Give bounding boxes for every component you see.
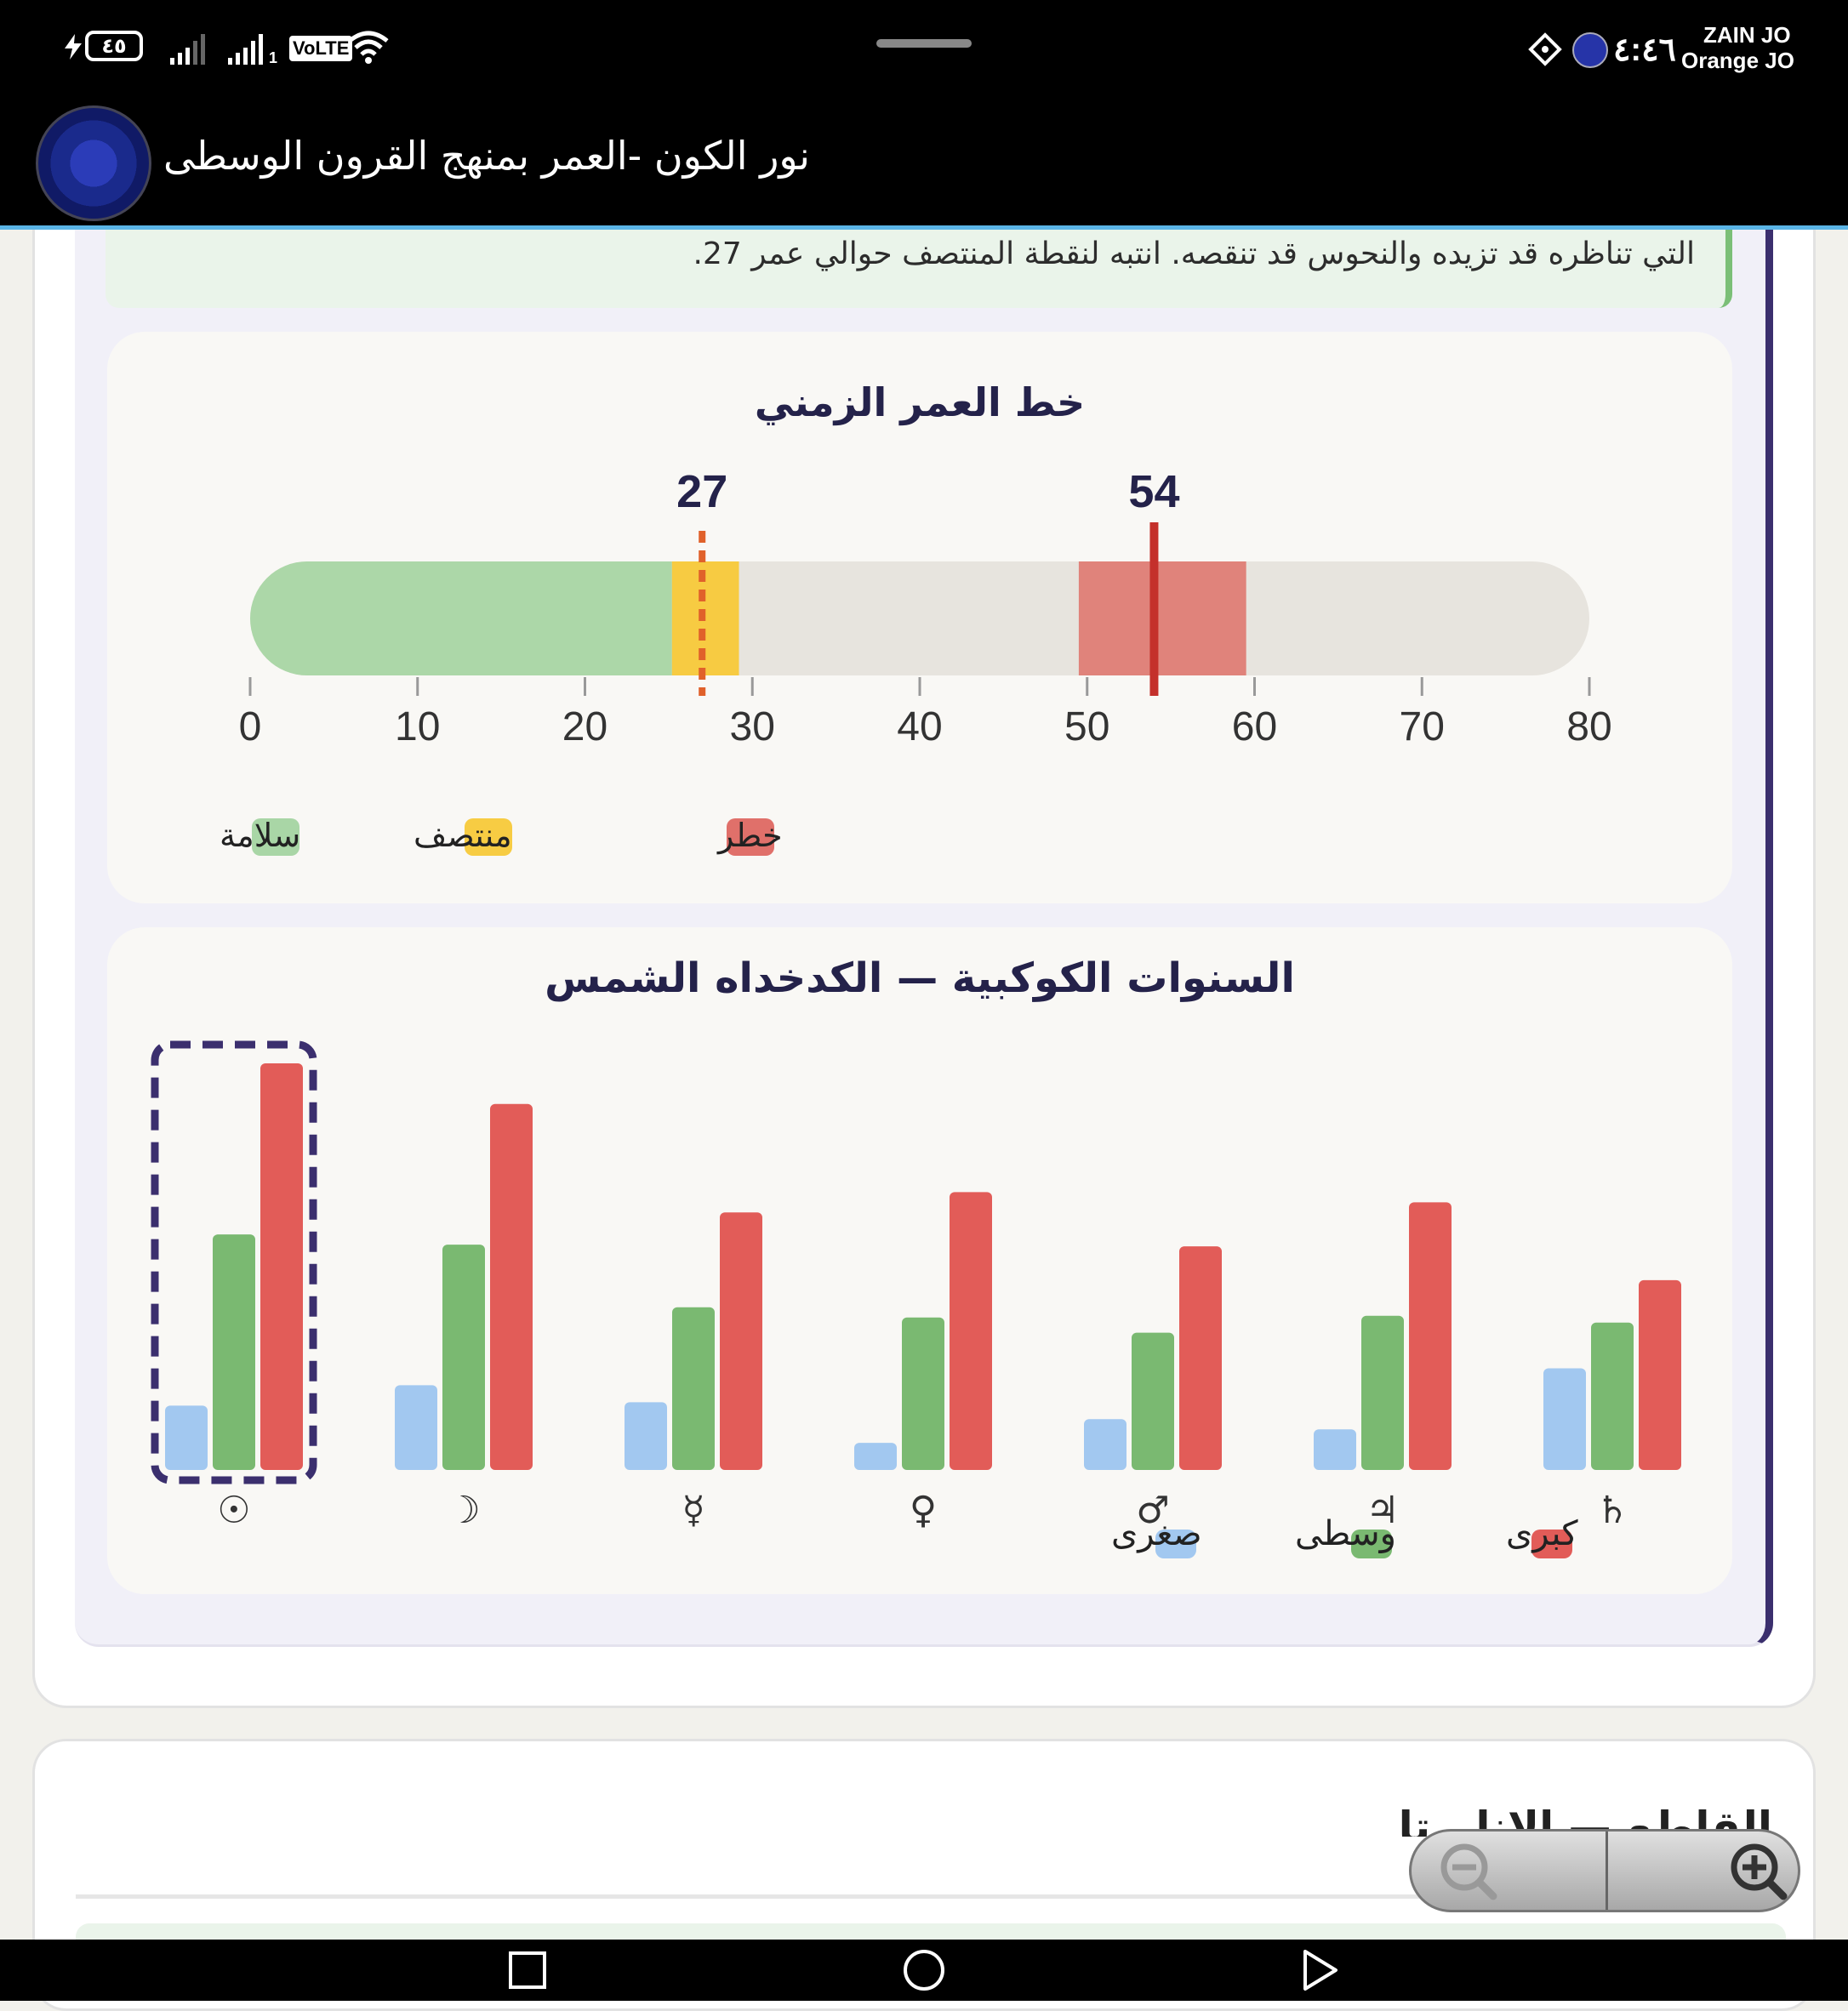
bar-major	[950, 1192, 992, 1470]
sim-slot: 1	[269, 49, 278, 66]
timeline-panel: خط العمر الزمني 27 54 0 10 20 30 40 50 60 70 80 سل…	[107, 332, 1732, 903]
legend-swatch-major	[1531, 1530, 1572, 1558]
danger-label: 54	[1128, 466, 1179, 517]
circle-home-icon[interactable]	[902, 1948, 946, 1992]
legend-label-middle: وسطى	[1295, 1514, 1396, 1553]
legend-label-danger: خطر	[718, 817, 783, 854]
midpoint-label: 27	[676, 466, 727, 517]
app-bar: نور الكون -العمر بمنهج القرون الوسطى	[0, 90, 1848, 230]
bar-middle	[672, 1307, 715, 1470]
axis-tick-label: 40	[897, 704, 942, 749]
bar-middle	[1591, 1322, 1634, 1470]
planet-symbol: ☿	[682, 1489, 704, 1532]
bar-minor	[1314, 1429, 1356, 1470]
app-title: نور الكون -العمر بمنهج القرون الوسطى	[163, 133, 810, 179]
clock: ٤:٤٦	[1613, 32, 1676, 68]
legend-label-mid: منتصف	[414, 817, 512, 854]
planet-symbol: ♄	[1595, 1489, 1628, 1532]
zoom-divider	[1606, 1832, 1608, 1910]
bar-major	[260, 1063, 303, 1470]
battery-level: ٤٥	[85, 31, 143, 61]
wifi-icon	[348, 31, 389, 64]
charging-icon	[65, 34, 82, 60]
legend-label-safe: سلامة	[220, 817, 301, 854]
planetary-years-title: السنوات الكوكبية — الكدخداه الشمس	[545, 954, 1295, 1002]
zoom-in-button[interactable]	[1608, 1832, 1798, 1910]
axis-tick-label: 10	[395, 704, 440, 749]
bar-major	[490, 1103, 533, 1470]
carrier-2: Orange JO	[1681, 48, 1794, 73]
navigation-bar	[0, 1940, 1848, 2001]
legend-swatch-mid	[465, 818, 512, 856]
legend-swatch-danger	[727, 818, 774, 856]
planetary-years-chart: ☉ ☽ ☿ ♀ ♂ ♃ ♄	[151, 1040, 1681, 1532]
axis-tick-label: 80	[1566, 704, 1611, 749]
bar-major	[720, 1212, 762, 1470]
bar-middle	[213, 1234, 255, 1470]
axis-tick-label: 60	[1232, 704, 1277, 749]
planet-symbol: ♃	[1366, 1489, 1399, 1532]
bar-middle	[1361, 1315, 1404, 1470]
timeline-danger-zone	[1078, 561, 1246, 675]
zoom-control	[1409, 1829, 1800, 1912]
bar-major	[1179, 1246, 1222, 1470]
signal-icon-2	[228, 34, 263, 65]
notch-handle	[876, 39, 972, 48]
volte-badge: VoLTE	[289, 36, 353, 61]
legend-label-major: كبرى	[1506, 1514, 1578, 1553]
bar-major	[1409, 1202, 1452, 1470]
triangle-back-icon[interactable]	[1300, 1948, 1341, 1992]
zoom-out-button[interactable]	[1412, 1832, 1606, 1910]
zoom-out-icon	[1440, 1843, 1497, 1900]
planet-symbol: ☉	[217, 1489, 250, 1532]
axis-tick-label: 70	[1400, 704, 1445, 749]
bar-minor	[1543, 1368, 1586, 1470]
legend-swatch-middle	[1351, 1530, 1392, 1558]
timeline-chart: 27 54 0 10 20 30 40 50 60 70 80	[239, 466, 1612, 749]
info-note: التي تناظره قد تزيده والنحوس قد تنقصه. ا…	[106, 230, 1732, 308]
square-recents-icon[interactable]	[507, 1950, 548, 1991]
axis-tick-label: 0	[239, 704, 262, 749]
section-divider	[76, 1894, 1777, 1899]
planet-symbol: ☽	[447, 1489, 480, 1532]
signal-icon	[170, 34, 205, 65]
bar-minor	[625, 1402, 667, 1470]
planetary-years-panel: السنوات الكوكبية — الكدخداه الشمس ☉ ☽ ☿ ♀ ♂ ♃…	[107, 927, 1732, 1594]
bar-minor	[395, 1385, 437, 1470]
diamond-app-icon	[1528, 32, 1562, 66]
status-bar: ٤٥ 1 VoLTE ٤:٤٦ ZAIN JO Orange JO	[0, 0, 1848, 90]
zodiac-wheel-logo[interactable]	[36, 105, 151, 221]
app-notification-icon	[1572, 32, 1608, 68]
carrier-1: ZAIN JO	[1703, 22, 1791, 48]
bar-middle	[902, 1317, 944, 1470]
note-text: التي تناظره قد تزيده والنحوس قد تنقصه. ا…	[693, 236, 1695, 271]
bar-middle	[442, 1245, 485, 1470]
bar-major	[1639, 1279, 1681, 1470]
bar-middle	[1132, 1332, 1174, 1470]
legend-swatch-minor	[1155, 1530, 1196, 1558]
legend-swatch-safe	[252, 818, 299, 856]
axis-tick-label: 30	[730, 704, 775, 749]
bar-minor	[1084, 1419, 1126, 1470]
planet-symbol: ♀	[910, 1489, 937, 1532]
axis-tick-label: 20	[562, 704, 607, 749]
timeline-title: خط العمر الزمني	[754, 379, 1086, 425]
zoom-in-icon	[1731, 1843, 1788, 1900]
timeline-safe-zone	[250, 561, 729, 675]
legend-label-minor: صغرى	[1111, 1514, 1202, 1553]
planet-symbol: ♂	[1136, 1489, 1169, 1532]
bar-minor	[854, 1443, 897, 1470]
axis-tick-label: 50	[1064, 704, 1109, 749]
bar-minor	[165, 1405, 208, 1470]
